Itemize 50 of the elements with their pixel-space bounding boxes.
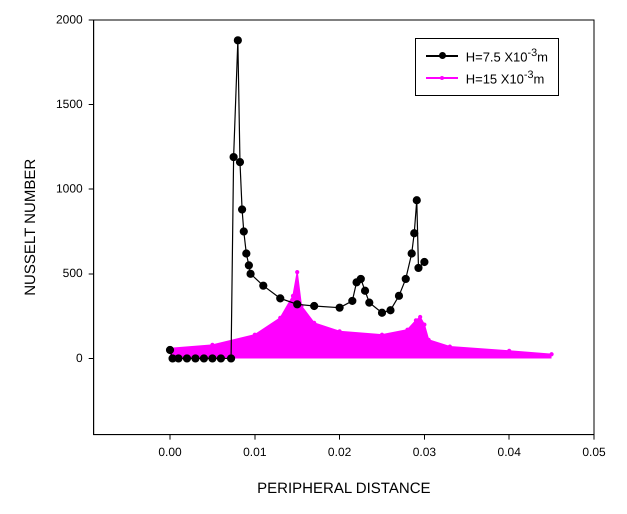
point [394, 292, 404, 300]
y-tick-label: 1000 [56, 182, 84, 196]
point [234, 36, 242, 44]
point [230, 152, 238, 162]
point [414, 264, 423, 272]
y-tick-label: 500 [62, 266, 84, 280]
x-tick-label: 0.00 [158, 445, 182, 460]
y-tick-label: 2000 [56, 12, 84, 26]
point [246, 270, 255, 278]
point [276, 294, 284, 302]
point [166, 346, 174, 354]
point [336, 304, 344, 312]
point [208, 354, 217, 363]
point [238, 205, 246, 214]
point [242, 249, 250, 258]
x-tick-label: 0.04 [498, 445, 522, 460]
point [420, 258, 429, 266]
point [182, 354, 192, 363]
point [244, 261, 253, 270]
point [408, 249, 416, 258]
point [410, 229, 418, 238]
point [402, 274, 410, 284]
x-tick-label: 0.02 [328, 445, 352, 460]
y-tick-label: 1500 [56, 96, 84, 111]
point [240, 227, 248, 236]
point [356, 274, 365, 284]
legend-label: H=7.5 X10$^{-3}$m [466, 47, 548, 65]
point [412, 196, 421, 204]
point [293, 300, 302, 308]
y-tick-label: 0 [76, 350, 84, 365]
point [226, 354, 236, 363]
x-tick-label: 0.05 [582, 445, 606, 460]
x-axis-title: PERIPHERAL DISTANCE [257, 480, 431, 498]
legend-label: H=15 X10$^{-3}$m [466, 69, 544, 87]
point [386, 306, 395, 314]
point [295, 270, 300, 274]
point [550, 352, 554, 356]
point [365, 298, 374, 307]
point [216, 354, 225, 363]
point [310, 302, 318, 310]
point [348, 296, 356, 306]
x-tick-label: 0.01 [243, 445, 267, 460]
point [360, 286, 370, 295]
point [191, 354, 200, 363]
x-tick-label: 0.03 [412, 445, 436, 460]
point [259, 282, 268, 290]
y-axis-title: NUSSELT NUMBER [22, 158, 40, 296]
point [236, 158, 244, 166]
point [378, 308, 386, 317]
point [200, 354, 208, 363]
